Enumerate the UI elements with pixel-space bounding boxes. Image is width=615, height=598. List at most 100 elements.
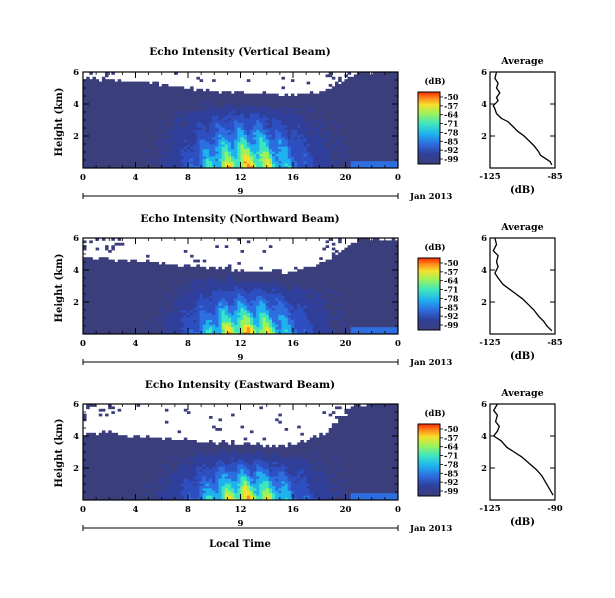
heatmap-cell (212, 79, 216, 82)
heatmap-cell (325, 134, 330, 138)
heatmap-cell (338, 136, 342, 140)
heatmap-cell (117, 286, 122, 289)
x-tick-label: 12 (235, 173, 247, 183)
heatmap-cell (372, 132, 377, 135)
heatmap-cell (347, 110, 352, 114)
heatmap-cell (300, 105, 304, 109)
heatmap-cell (218, 136, 222, 140)
heatmap-cell (111, 278, 115, 282)
heatmap-cell (234, 122, 238, 126)
heatmap-cell (152, 96, 156, 99)
heatmap-cell (89, 148, 93, 152)
heatmap-cell (152, 326, 156, 330)
heatmap-cell (190, 100, 194, 104)
heatmap-cell (92, 76, 96, 80)
heatmap-cell (180, 100, 185, 104)
heatmap-cell (86, 314, 90, 318)
heatmap-cell (369, 163, 374, 166)
heatmap-cell (215, 319, 219, 323)
heatmap-cell (205, 165, 210, 169)
heatmap-cell (243, 103, 248, 106)
heatmap-cell (196, 329, 200, 332)
heatmap-cell (312, 163, 317, 166)
heatmap-cell (111, 295, 115, 299)
heatmap-cell (136, 307, 141, 311)
heatmap-cell (227, 322, 232, 325)
heatmap-cell (328, 115, 333, 118)
heatmap-cell (95, 259, 100, 263)
heatmap-cell (146, 81, 150, 85)
heatmap-cell (139, 324, 144, 328)
heatmap-cell (256, 103, 260, 106)
heatmap-cell (224, 326, 229, 330)
heatmap-cell (190, 310, 194, 313)
heatmap-cell (212, 271, 216, 275)
heatmap-cell (117, 132, 122, 135)
heatmap-cell (209, 129, 213, 133)
heatmap-cell (168, 295, 172, 299)
heatmap-cell (231, 163, 235, 166)
heatmap-cell (278, 103, 282, 106)
heatmap-cell (171, 141, 175, 145)
heatmap-cell (177, 139, 182, 142)
heatmap-cell (86, 302, 90, 306)
heatmap-cell (117, 317, 122, 320)
heatmap-cell (360, 158, 364, 162)
heatmap-cell (133, 300, 137, 304)
heatmap-cell (249, 134, 254, 138)
heatmap-cell (246, 141, 251, 145)
heatmap-cell (366, 158, 371, 162)
heatmap-cell (202, 302, 207, 306)
heatmap-cell (331, 151, 336, 154)
heatmap-cell (205, 329, 210, 332)
heatmap-cell (111, 151, 115, 154)
heatmap-cell (161, 156, 166, 159)
heatmap-cell (379, 132, 383, 135)
heatmap-cell (312, 124, 317, 128)
heatmap-cell (152, 112, 156, 116)
heatmap-cell (83, 96, 87, 99)
heatmap-cell (130, 153, 134, 157)
heatmap-cell (105, 74, 109, 78)
heatmap-cell (133, 317, 137, 320)
heatmap-cell (246, 117, 251, 121)
heatmap-cell (246, 120, 251, 123)
heatmap-cell (284, 120, 289, 123)
heatmap-cell (117, 290, 122, 294)
heatmap-cell (322, 136, 326, 140)
heatmap-cell (366, 81, 371, 85)
heatmap-cell (83, 120, 87, 123)
heatmap-cell (256, 112, 260, 116)
heatmap-cell (350, 153, 355, 157)
heatmap-cell (224, 153, 229, 157)
heatmap-cell (136, 300, 141, 304)
heatmap-cell (265, 139, 270, 142)
heatmap-cell (309, 136, 314, 140)
heatmap-cell (101, 136, 106, 140)
heatmap-cell (177, 86, 182, 90)
heatmap-cell (243, 96, 248, 99)
heatmap-cell (117, 319, 122, 323)
heatmap-cell (164, 144, 169, 147)
heatmap-cell (164, 108, 169, 111)
heatmap-cell (139, 117, 144, 121)
heatmap-cell (303, 144, 308, 147)
heatmap-cell (328, 120, 333, 123)
heatmap-cell (227, 105, 232, 109)
heatmap-cell (212, 160, 216, 164)
heatmap-cell (382, 98, 386, 102)
heatmap-cell (341, 117, 345, 121)
heatmap-cell (259, 136, 263, 140)
heatmap-cell (95, 88, 100, 92)
heatmap-cell (117, 302, 122, 306)
heatmap-cell (366, 96, 371, 99)
heatmap-cell (221, 108, 226, 111)
heatmap-cell (215, 305, 219, 308)
heatmap-cell (98, 148, 103, 152)
heatmap-cell (89, 132, 93, 135)
heatmap-cell (168, 129, 172, 133)
heatmap-cell (268, 151, 273, 154)
heatmap-cell (205, 312, 210, 316)
heatmap-cell (155, 266, 159, 270)
heatmap-cell (202, 293, 207, 296)
